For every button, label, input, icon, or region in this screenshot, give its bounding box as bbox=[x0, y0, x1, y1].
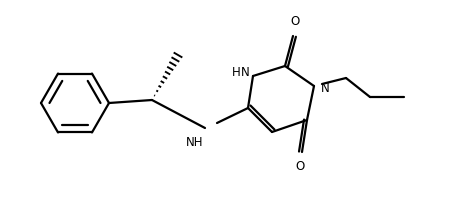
Text: NH: NH bbox=[186, 136, 204, 149]
Text: H: H bbox=[232, 66, 241, 78]
Text: O: O bbox=[296, 160, 305, 173]
Text: N: N bbox=[241, 66, 250, 78]
Text: N: N bbox=[321, 82, 330, 95]
Text: O: O bbox=[291, 15, 300, 28]
